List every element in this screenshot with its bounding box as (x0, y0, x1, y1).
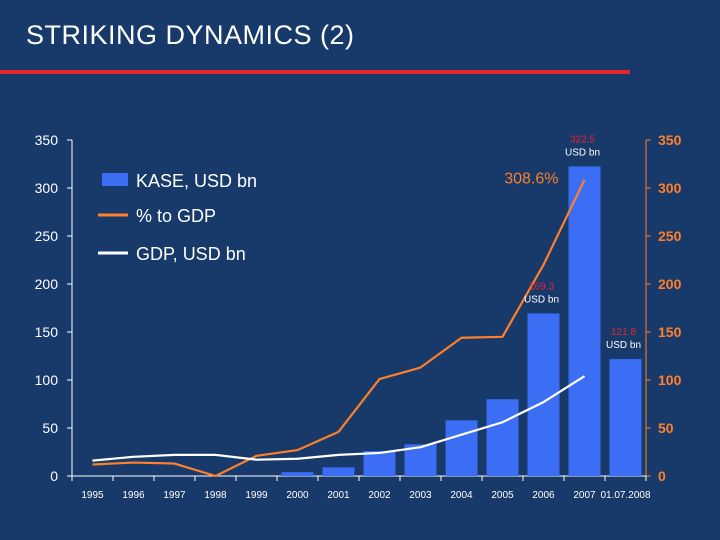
y-tick-label-right: 100 (658, 372, 682, 388)
x-tick-label: 2001 (327, 490, 350, 501)
bar (568, 166, 601, 476)
bar (322, 467, 355, 476)
gdp-line (92, 375, 586, 462)
x-tick-label: 01.07.2008 (600, 490, 650, 501)
x-tick-label: 2003 (409, 490, 432, 501)
x-tick-label: 2006 (532, 490, 555, 501)
bar (445, 420, 478, 476)
x-tick-label: 2007 (573, 490, 596, 501)
x-tick-label: 2005 (491, 490, 514, 501)
y-tick-label-left: 100 (35, 372, 59, 388)
y-tick-label-right: 250 (658, 228, 682, 244)
y-tick-label-left: 250 (35, 228, 59, 244)
x-tick-label: 1995 (81, 490, 104, 501)
bar (486, 399, 519, 476)
x-tick-label: 2000 (286, 490, 309, 501)
data-label-unit: USD bn (606, 340, 641, 351)
x-tick-label: 1999 (245, 490, 268, 501)
legend-label: GDP, USD bn (136, 244, 246, 264)
y-tick-label-right: 300 (658, 180, 682, 196)
y-tick-label-right: 150 (658, 324, 682, 340)
x-tick-label: 1996 (122, 490, 145, 501)
y-tick-label-right: 350 (658, 132, 682, 148)
y-tick-label-left: 200 (35, 276, 59, 292)
legend-label: KASE, USD bn (136, 171, 257, 191)
x-tick-label: 1997 (163, 490, 186, 501)
y-tick-label-left: 0 (50, 468, 58, 484)
bar (281, 472, 314, 476)
y-tick-label-left: 150 (35, 324, 59, 340)
pct-to-gdp-line (92, 179, 586, 478)
data-label-unit: USD bn (565, 147, 600, 158)
y-tick-label-right: 50 (658, 420, 674, 436)
y-tick-label-left: 50 (42, 420, 58, 436)
x-tick-label: 1998 (204, 490, 227, 501)
legend-swatch (102, 173, 128, 186)
page-title: STRIKING DYNAMICS (2) (26, 20, 355, 50)
y-tick-label-left: 300 (35, 180, 59, 196)
bar (609, 359, 642, 476)
x-tick-label: 2002 (368, 490, 391, 501)
data-label-unit: USD bn (524, 294, 559, 305)
data-label-pct: 308.6% (504, 171, 558, 188)
legend-label: % to GDP (136, 206, 216, 226)
y-tick-label-right: 200 (658, 276, 682, 292)
bar (363, 451, 396, 476)
data-label-value: 121.8 (611, 327, 636, 338)
title-underline (0, 70, 630, 74)
data-label-value: 169.3 (529, 281, 554, 292)
x-tick-label: 2004 (450, 490, 473, 501)
y-tick-label-left: 350 (35, 132, 59, 148)
y-tick-label-right: 0 (658, 468, 666, 484)
data-label-value: 322.5 (570, 134, 595, 145)
